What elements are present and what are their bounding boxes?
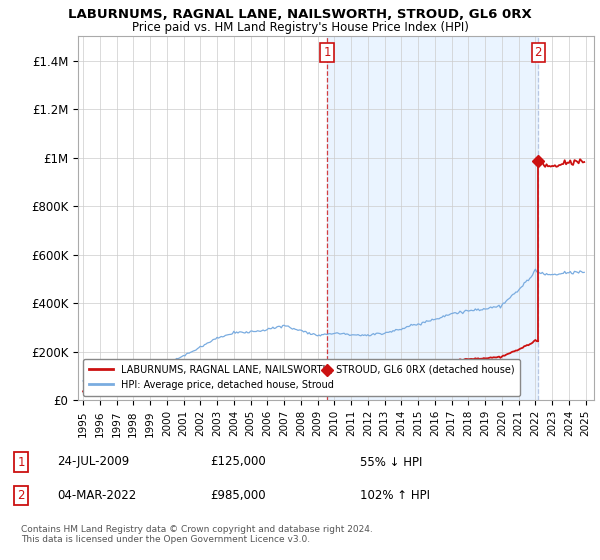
Text: 2: 2 bbox=[535, 46, 542, 59]
Text: LABURNUMS, RAGNAL LANE, NAILSWORTH, STROUD, GL6 0RX: LABURNUMS, RAGNAL LANE, NAILSWORTH, STRO… bbox=[68, 8, 532, 21]
Text: 04-MAR-2022: 04-MAR-2022 bbox=[57, 489, 136, 502]
Text: 24-JUL-2009: 24-JUL-2009 bbox=[57, 455, 129, 469]
Text: 2: 2 bbox=[17, 489, 25, 502]
Bar bbox=[327, 36, 538, 400]
Text: Price paid vs. HM Land Registry's House Price Index (HPI): Price paid vs. HM Land Registry's House … bbox=[131, 21, 469, 34]
Text: Contains HM Land Registry data © Crown copyright and database right 2024.
This d: Contains HM Land Registry data © Crown c… bbox=[21, 525, 373, 544]
Text: 1: 1 bbox=[323, 46, 331, 59]
Text: £125,000: £125,000 bbox=[210, 455, 266, 469]
Text: £985,000: £985,000 bbox=[210, 489, 266, 502]
Text: 55% ↓ HPI: 55% ↓ HPI bbox=[360, 455, 422, 469]
Text: 1: 1 bbox=[17, 455, 25, 469]
Text: 102% ↑ HPI: 102% ↑ HPI bbox=[360, 489, 430, 502]
Legend: LABURNUMS, RAGNAL LANE, NAILSWORTH, STROUD, GL6 0RX (detached house), HPI: Avera: LABURNUMS, RAGNAL LANE, NAILSWORTH, STRO… bbox=[83, 359, 520, 395]
